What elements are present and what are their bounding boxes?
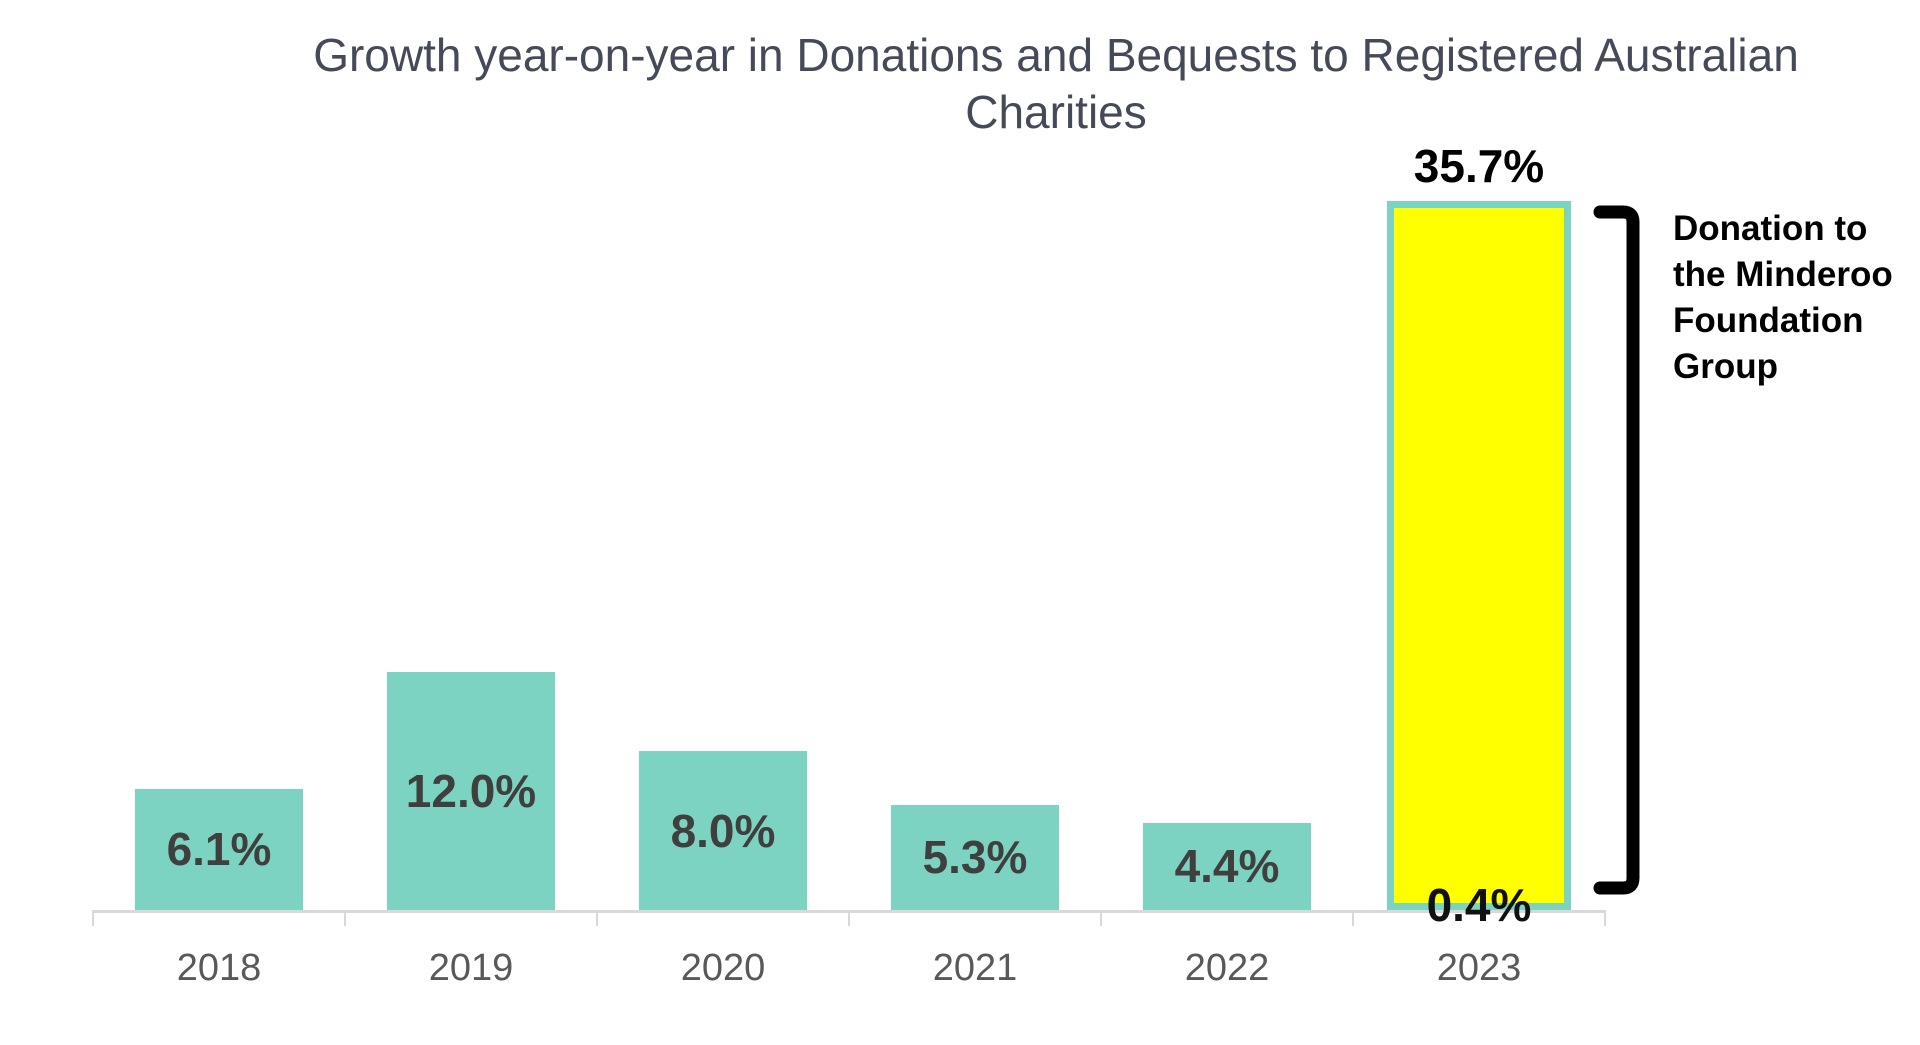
chart-title: Growth year-on-year in Donations and Beq… — [313, 29, 1799, 138]
axis-tick — [344, 910, 346, 926]
axis-tick — [1604, 910, 1606, 926]
axis-tick — [92, 910, 94, 926]
bar-2018 — [135, 788, 303, 910]
x-axis-line — [93, 910, 1605, 913]
bar-2020 — [639, 751, 807, 910]
x-tick-label-2019: 2019 — [428, 947, 514, 989]
x-tick-label-2020: 2020 — [680, 947, 766, 989]
x-tick-label-2022: 2022 — [1184, 947, 1270, 989]
bar-2023 — [1387, 201, 1571, 910]
value-label-2023: 35.7% — [1413, 140, 1545, 193]
sub-value-label-2023: 0.4% — [1426, 879, 1532, 931]
axis-tick — [596, 910, 598, 926]
highlight-bracket — [1593, 205, 1640, 895]
value-label-2021: 5.3% — [922, 831, 1028, 884]
bar-2021 — [891, 804, 1059, 910]
x-tick-label-2021: 2021 — [932, 947, 1018, 989]
value-label-2020: 8.0% — [670, 804, 776, 857]
bar-2022 — [1143, 822, 1311, 910]
x-tick-label-2023: 2023 — [1436, 947, 1522, 989]
x-tick-label-2018: 2018 — [176, 947, 262, 989]
axis-tick — [848, 910, 850, 926]
value-label-2019: 12.0% — [405, 764, 537, 817]
value-label-2018: 6.1% — [166, 823, 272, 876]
axis-tick — [1352, 910, 1354, 926]
axis-tick — [1100, 910, 1102, 926]
value-label-2022: 4.4% — [1174, 840, 1280, 893]
bar-2019 — [387, 671, 555, 910]
annotation-minderoo: Donation to the Minderoo Foundation Grou… — [1673, 209, 1893, 386]
bracket-path — [1593, 205, 1640, 895]
